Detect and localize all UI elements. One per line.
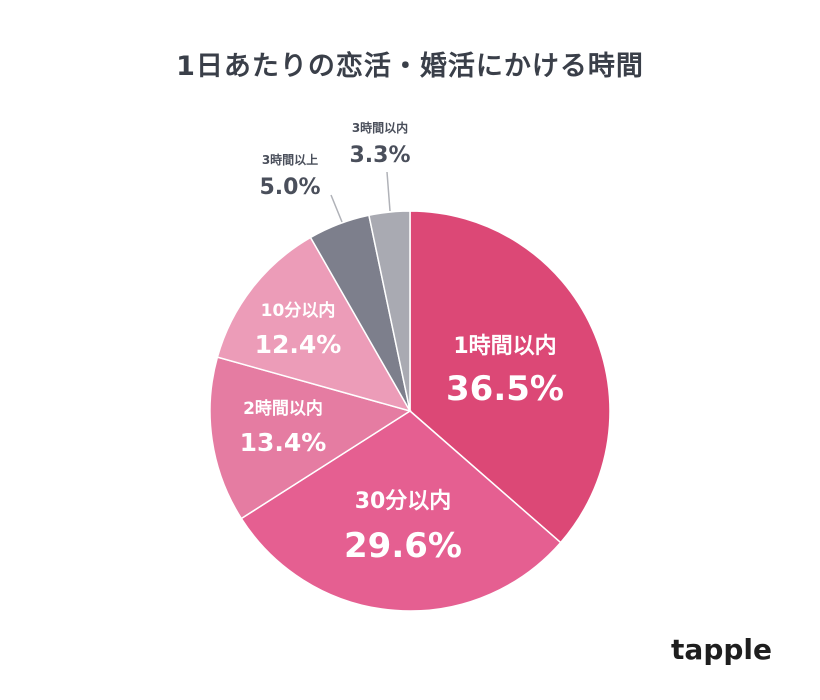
slice-value-label: 36.5% xyxy=(446,369,564,409)
slice-labels: 1時間以内 36.5% 30分以内 29.6% 2時間以内 13.4% 10分以内 12.4%… xyxy=(240,120,564,566)
leader-line xyxy=(386,171,391,212)
slice-value-label: 3.3% xyxy=(349,143,410,168)
slice-value-label: 5.0% xyxy=(259,175,320,200)
leader-lines xyxy=(330,171,391,223)
slice-value-label: 13.4% xyxy=(240,428,327,457)
chart-title: 1日あたりの恋活・婚活にかける時間 xyxy=(176,51,644,82)
slice-category-label: 1時間以内 xyxy=(453,334,556,359)
slice-category-label: 10分以内 xyxy=(261,300,336,321)
slice-category-label: 2時間以内 xyxy=(243,398,323,419)
pie-slice-6 xyxy=(368,210,411,412)
leader-line xyxy=(330,194,343,223)
pie-slice-1 xyxy=(409,210,611,544)
pie-slice-2 xyxy=(240,410,562,612)
slice-value-label: 29.6% xyxy=(344,526,462,566)
pie-slices xyxy=(209,210,611,612)
slice-category-label: 3時間以内 xyxy=(352,120,408,135)
slice-category-label: 3時間以上 xyxy=(262,152,318,167)
slice-category-label: 30分以内 xyxy=(355,489,452,514)
slice-value-label: 12.4% xyxy=(255,330,342,359)
brand-logo: tapple xyxy=(671,633,772,666)
pie-slice-4 xyxy=(216,236,412,413)
